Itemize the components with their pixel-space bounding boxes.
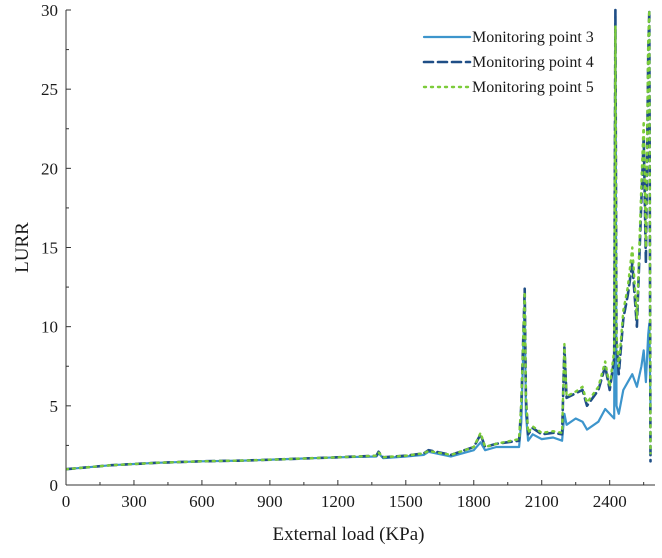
legend-label-3: Monitoring point 5 — [472, 79, 594, 96]
x-tick-label: 900 — [257, 492, 283, 511]
x-tick-label: 1800 — [457, 492, 491, 511]
x-tick-label: 2400 — [593, 492, 627, 511]
y-tick-label: 20 — [41, 159, 58, 178]
legend-label-1: Monitoring point 3 — [472, 29, 594, 46]
y-tick-label: 10 — [41, 318, 58, 337]
x-tick-label: 1200 — [321, 492, 355, 511]
x-tick-label: 0 — [62, 492, 71, 511]
x-tick-label: 1500 — [389, 492, 423, 511]
x-tick-label: 600 — [189, 492, 215, 511]
y-tick-label: 15 — [41, 239, 58, 258]
y-tick-label: 0 — [50, 476, 59, 495]
series-line-3 — [66, 8, 652, 471]
y-axis-title: LURR — [12, 222, 33, 273]
x-tick-label: 300 — [121, 492, 147, 511]
y-tick-label: 30 — [41, 1, 58, 20]
y-tick-label: 5 — [50, 397, 59, 416]
series-layer — [66, 8, 652, 471]
x-tick-label: 2100 — [525, 492, 559, 511]
legend-label-2: Monitoring point 4 — [472, 54, 594, 71]
y-tick-label: 25 — [41, 80, 58, 99]
axes-layer: 0 300 600 900 1200 1500 1800 2100 2400 0 5 10 15 20 25… — [12, 1, 655, 545]
legend: Monitoring point 3 Monitoring point 4 Moni… — [422, 29, 594, 96]
x-axis-title: External load (KPa) — [273, 524, 425, 545]
